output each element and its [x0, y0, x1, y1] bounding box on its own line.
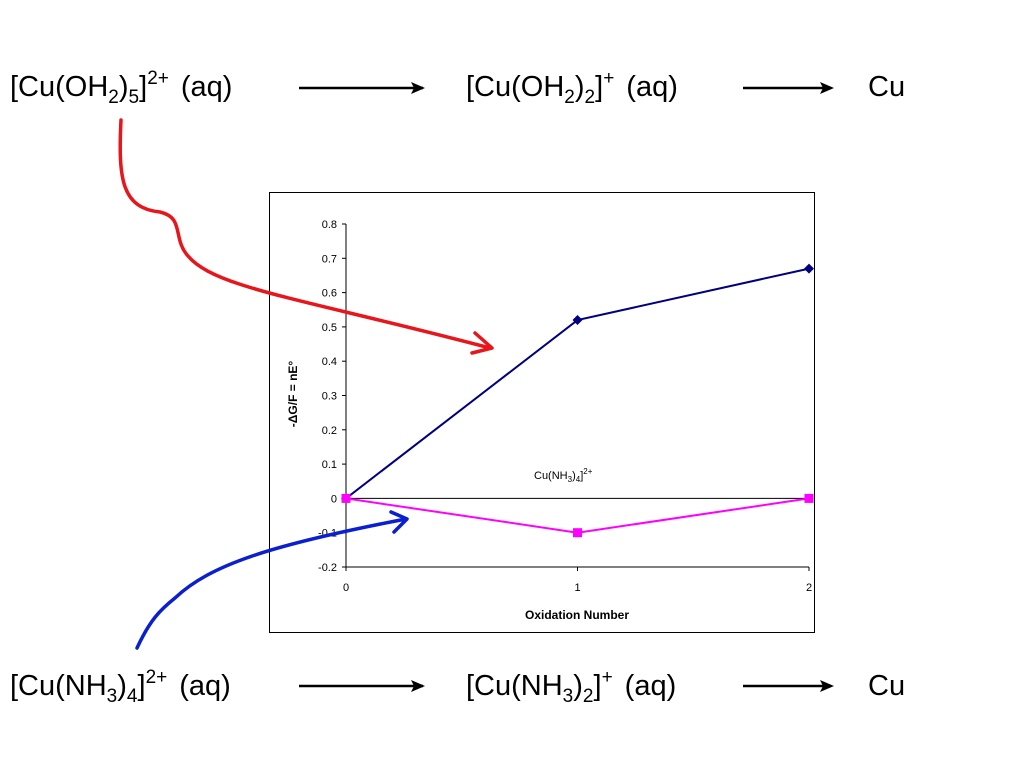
y-tick-label: 0.6 [322, 288, 337, 300]
bottom-product: Cu [868, 670, 906, 702]
bottom-intermediate: [Cu(NH3)2]+ (aq) [466, 667, 677, 707]
top-intermediate: [Cu(OH2)2]+ (aq) [466, 68, 678, 108]
y-tick-label: -0.2 [318, 562, 337, 574]
bottom-reaction-scheme: [Cu(NH3)4]2+ (aq) [Cu(NH3)2]+ (aq) Cu [0, 667, 1024, 727]
x-tick-label: 0 [343, 582, 349, 594]
series-1-point [804, 263, 814, 274]
top-intermediate-state: (aq) [626, 71, 678, 103]
bottom-intermediate-state: (aq) [624, 670, 677, 702]
top-reactant-formula: [Cu(OH2)5]2+ [10, 68, 169, 108]
y-tick-label: 0.4 [322, 356, 337, 368]
y-tick-label: 0 [331, 493, 337, 505]
x-tick-label: 1 [574, 582, 580, 594]
bottom-arrow-2 [743, 680, 834, 692]
bottom-reactant-state: (aq) [179, 670, 231, 702]
bottom-intermediate-formula: [Cu(NH3)2]+ [466, 667, 613, 707]
y-tick-label: 0.8 [322, 219, 337, 231]
top-arrow-2 [743, 82, 834, 94]
bottom-reactant: [Cu(NH3)4]2+ (aq) [10, 667, 231, 707]
chart-plot: -0.2 -0.1 0 0.1 0.2 0.3 0.4 0.5 0.6 0.7 0.8 0 1 2 Oxi… [286, 219, 814, 622]
y-tick-label: -0.1 [318, 528, 337, 540]
top-intermediate-formula: [Cu(OH2)2]+ [466, 68, 615, 108]
series-1-point [572, 315, 583, 326]
bottom-reactant-formula: [Cu(NH3)4]2+ [10, 667, 168, 707]
y-tick-label: 0.7 [322, 253, 337, 265]
series-2-point [341, 493, 351, 503]
top-arrow-1 [299, 82, 425, 94]
y-tick-label: 0.2 [322, 425, 337, 437]
chart-frame: -0.2 -0.1 0 0.1 0.2 0.3 0.4 0.5 0.6 0.7 0.8 0 1 2 Oxi… [269, 192, 815, 633]
series-annotation: Cu(NH3)4]2+ [534, 467, 593, 484]
top-reactant-state: (aq) [180, 71, 233, 103]
y-tick-label: 0.5 [322, 322, 337, 334]
y-axis-title: -ΔG/F = nE° [286, 361, 300, 428]
series-2-line [345, 497, 810, 534]
chart-axes: -0.2 -0.1 0 0.1 0.2 0.3 0.4 0.5 0.6 0.7 0.8 0 1 2 [318, 219, 812, 594]
y-tick-label: 0.1 [322, 459, 337, 471]
x-tick-label: 2 [806, 582, 812, 594]
top-product: Cu [868, 71, 906, 103]
series-2-point [804, 493, 814, 503]
x-axis-title: Oxidation Number [525, 608, 629, 622]
series-1-line [345, 267, 810, 500]
top-reaction-scheme: [Cu(OH2)5]2+ (aq) [Cu(OH2)2]+ (aq) Cu [0, 66, 1024, 126]
bottom-arrow-1 [299, 680, 425, 692]
y-tick-label: 0.3 [322, 391, 337, 403]
top-reactant: [Cu(OH2)5]2+ (aq) [10, 68, 233, 108]
series-2-point [573, 528, 582, 538]
chart-series [341, 263, 814, 538]
